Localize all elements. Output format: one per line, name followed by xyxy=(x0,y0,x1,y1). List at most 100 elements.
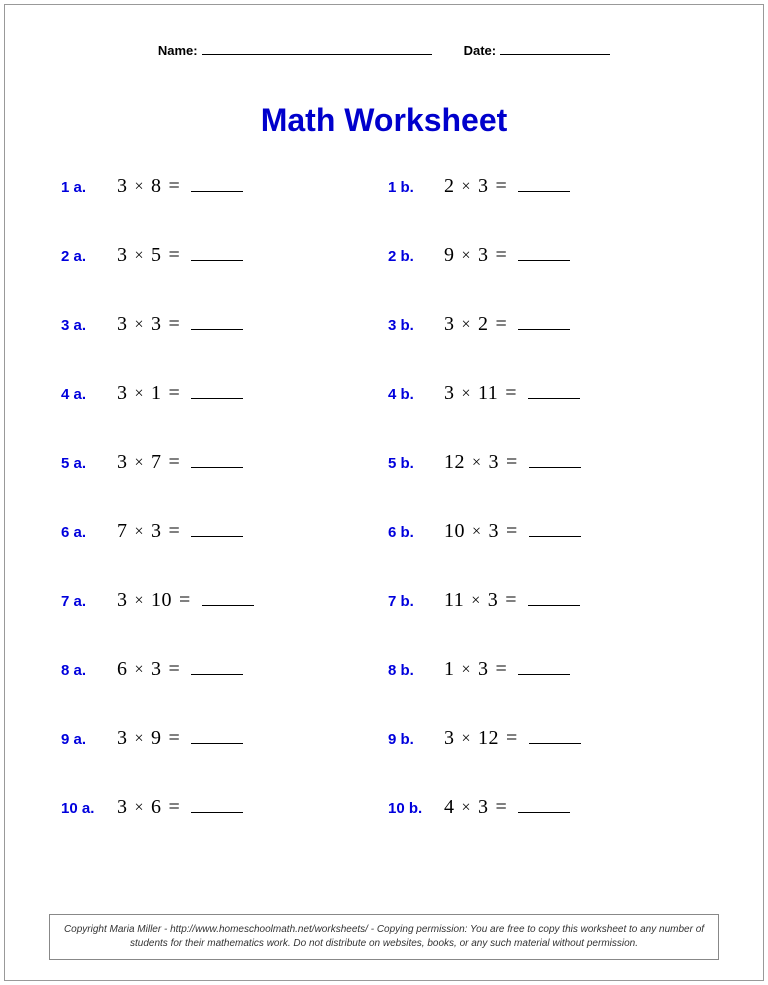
problem-cell: 8 a.6×3= xyxy=(61,658,388,681)
multiply-icon: × xyxy=(135,523,145,541)
equals-sign: = xyxy=(179,589,191,612)
problem-row: 9 a.3×9=9 b.3 × 12 = xyxy=(61,727,715,750)
answer-blank[interactable] xyxy=(518,316,570,330)
name-label: Name: xyxy=(158,43,198,58)
problem-cell: 1 b.2×3= xyxy=(388,175,715,198)
copyright-footer: Copyright Maria Miller - http://www.home… xyxy=(49,914,719,960)
problem-expression: 1×3= xyxy=(444,658,570,681)
date-blank[interactable] xyxy=(500,41,610,55)
problems-grid: 1 a.3×8=1 b.2×3=2 a.3×5=2 b.9×3=3 a.3×3=… xyxy=(5,175,763,914)
problem-cell: 9 b.3 × 12 = xyxy=(388,727,715,750)
multiply-icon: × xyxy=(462,385,472,403)
problem-label: 10 b. xyxy=(388,800,444,817)
problem-expression: 4×3= xyxy=(444,796,570,819)
problem-row: 6 a.7 × 3 = 6 b.10×3= xyxy=(61,520,715,543)
equals-sign: = xyxy=(169,520,181,543)
equals-sign: = xyxy=(496,313,508,336)
answer-blank[interactable] xyxy=(191,316,243,330)
answer-blank[interactable] xyxy=(529,730,581,744)
answer-blank[interactable] xyxy=(202,592,254,606)
answer-blank[interactable] xyxy=(518,247,570,261)
equals-sign: = xyxy=(169,796,181,819)
answer-blank[interactable] xyxy=(191,730,243,744)
name-field: Name: xyxy=(158,41,432,58)
problem-expression: 7 × 3 = xyxy=(117,520,243,543)
operand-left: 3 xyxy=(444,382,455,405)
multiply-icon: × xyxy=(472,523,482,541)
problem-cell: 5 a.3×7= xyxy=(61,451,388,474)
answer-blank[interactable] xyxy=(191,247,243,261)
problem-cell: 6 a.7 × 3 = xyxy=(61,520,388,543)
answer-blank[interactable] xyxy=(191,454,243,468)
equals-sign: = xyxy=(506,727,518,750)
answer-blank[interactable] xyxy=(191,178,243,192)
problem-label: 6 a. xyxy=(61,524,117,541)
name-blank[interactable] xyxy=(202,41,432,55)
equals-sign: = xyxy=(496,175,508,198)
problem-label: 5 a. xyxy=(61,455,117,472)
equals-sign: = xyxy=(506,451,518,474)
operand-left: 3 xyxy=(444,313,455,336)
operand-right: 11 xyxy=(478,382,498,405)
problem-expression: 11×3= xyxy=(444,589,580,612)
answer-blank[interactable] xyxy=(191,523,243,537)
multiply-icon: × xyxy=(462,799,472,817)
answer-blank[interactable] xyxy=(191,661,243,675)
problem-label: 8 a. xyxy=(61,662,117,679)
problem-row: 3 a.3×3=3 b.3×2= xyxy=(61,313,715,336)
operand-right: 3 xyxy=(151,658,162,681)
problem-expression: 3×1= xyxy=(117,382,243,405)
problem-cell: 10 a.3×6= xyxy=(61,796,388,819)
equals-sign: = xyxy=(169,727,181,750)
multiply-icon: × xyxy=(135,454,145,472)
problem-label: 4 a. xyxy=(61,386,117,403)
problem-label: 2 a. xyxy=(61,248,117,265)
operand-right: 3 xyxy=(478,658,489,681)
operand-left: 3 xyxy=(444,727,455,750)
problem-expression: 2×3= xyxy=(444,175,570,198)
equals-sign: = xyxy=(169,244,181,267)
date-field: Date: xyxy=(464,41,611,58)
operand-right: 10 xyxy=(151,589,172,612)
problem-cell: 4 a.3×1= xyxy=(61,382,388,405)
answer-blank[interactable] xyxy=(529,454,581,468)
problem-expression: 3×5= xyxy=(117,244,243,267)
multiply-icon: × xyxy=(135,799,145,817)
problem-cell: 3 b.3×2= xyxy=(388,313,715,336)
equals-sign: = xyxy=(169,382,181,405)
problem-expression: 9×3= xyxy=(444,244,570,267)
answer-blank[interactable] xyxy=(529,523,581,537)
operand-right: 3 xyxy=(151,520,162,543)
answer-blank[interactable] xyxy=(528,592,580,606)
answer-blank[interactable] xyxy=(518,799,570,813)
operand-right: 3 xyxy=(478,796,489,819)
equals-sign: = xyxy=(505,589,517,612)
multiply-icon: × xyxy=(462,730,472,748)
operand-right: 12 xyxy=(478,727,499,750)
equals-sign: = xyxy=(169,175,181,198)
problem-row: 7 a.3×10=7 b.11×3= xyxy=(61,589,715,612)
problem-label: 7 a. xyxy=(61,593,117,610)
operand-left: 12 xyxy=(444,451,465,474)
multiply-icon: × xyxy=(462,247,472,265)
operand-left: 3 xyxy=(117,382,128,405)
multiply-icon: × xyxy=(135,730,145,748)
problem-expression: 3 × 12 = xyxy=(444,727,581,750)
date-label: Date: xyxy=(464,43,497,58)
problem-cell: 6 b.10×3= xyxy=(388,520,715,543)
problem-row: 8 a.6×3=8 b.1×3= xyxy=(61,658,715,681)
answer-blank[interactable] xyxy=(191,385,243,399)
operand-right: 3 xyxy=(478,244,489,267)
answer-blank[interactable] xyxy=(518,178,570,192)
problem-expression: 3×11= xyxy=(444,382,580,405)
problem-cell: 9 a.3×9= xyxy=(61,727,388,750)
answer-blank[interactable] xyxy=(191,799,243,813)
problem-label: 9 b. xyxy=(388,731,444,748)
operand-left: 7 xyxy=(117,520,128,543)
equals-sign: = xyxy=(169,658,181,681)
problem-expression: 3×10= xyxy=(117,589,254,612)
problem-row: 10 a.3×6=10 b.4×3= xyxy=(61,796,715,819)
answer-blank[interactable] xyxy=(528,385,580,399)
answer-blank[interactable] xyxy=(518,661,570,675)
operand-right: 6 xyxy=(151,796,162,819)
